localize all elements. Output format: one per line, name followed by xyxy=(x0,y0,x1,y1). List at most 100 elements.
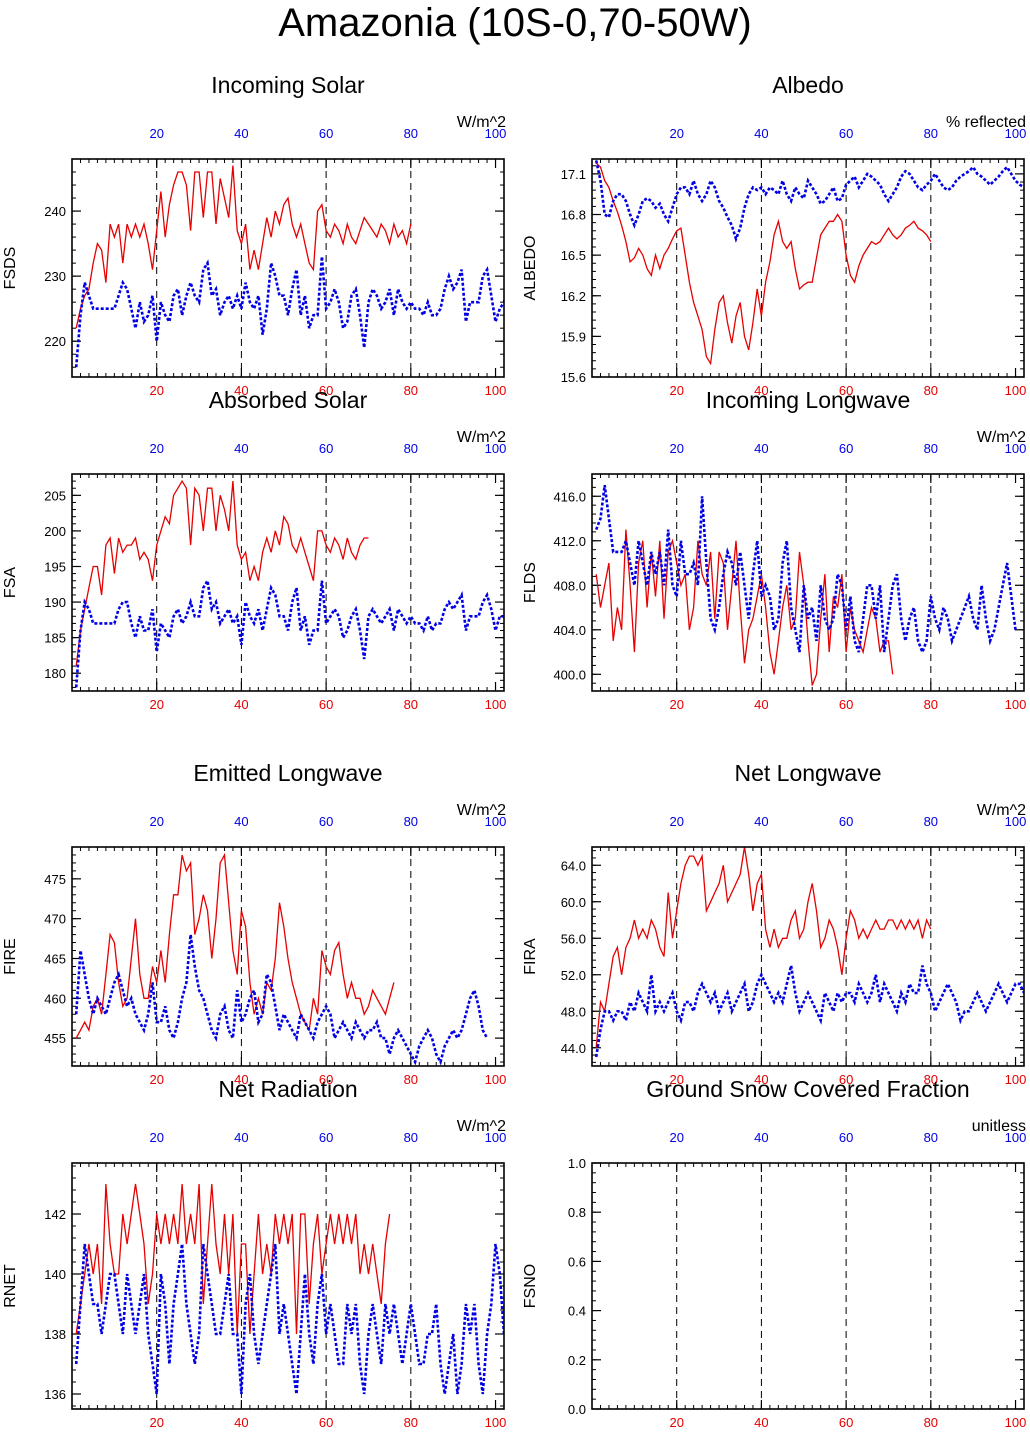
x-tick-label-bottom: 80 xyxy=(924,1072,938,1087)
x-tick-label-top: 20 xyxy=(149,814,163,829)
y-tick-label: 200 xyxy=(44,524,66,539)
x-tick-label-top: 60 xyxy=(839,814,853,829)
y-tick-label: 64.0 xyxy=(561,858,586,873)
x-tick-label-top: 80 xyxy=(404,1130,418,1145)
x-tick-label-top: 100 xyxy=(485,441,507,456)
y-tick-label: 180 xyxy=(44,666,66,681)
series-line-blue xyxy=(594,160,1024,243)
panel-title: Emitted Longwave xyxy=(193,760,382,786)
y-tick-label: 142 xyxy=(44,1207,66,1222)
x-tick-label-top: 80 xyxy=(924,814,938,829)
y-tick-label: 404.0 xyxy=(553,623,586,638)
plot-frame xyxy=(591,473,1025,692)
y-tick-label: 0.4 xyxy=(568,1304,586,1319)
x-tick-label-top: 60 xyxy=(839,126,853,141)
x-tick-label-bottom: 20 xyxy=(149,1415,163,1430)
chart-panel-fsa: Absorbed Solar W/m^2 FSA 20 40 60 80 100 20 40 60 8… xyxy=(2,387,507,712)
chart-panel-fsds: Incoming Solar W/m^2 FSDS 20 40 60 80 100 20 40 60… xyxy=(2,72,507,398)
x-tick-label-top: 100 xyxy=(1005,814,1027,829)
y-tick-label: 185 xyxy=(44,631,66,646)
units-label: W/m^2 xyxy=(457,114,506,131)
y-axis-label: FSDS xyxy=(2,247,19,290)
x-tick-label-bottom: 20 xyxy=(669,1072,683,1087)
x-tick-label-bottom: 100 xyxy=(1005,383,1027,398)
y-tick-label: 455 xyxy=(44,1031,66,1046)
x-tick-label-top: 40 xyxy=(754,1130,768,1145)
x-tick-label-top: 100 xyxy=(485,126,507,141)
x-tick-label-bottom: 40 xyxy=(754,697,768,712)
x-tick-label-top: 100 xyxy=(485,814,507,829)
panel-title: Net Radiation xyxy=(218,1076,357,1102)
x-tick-label-bottom: 80 xyxy=(404,383,418,398)
x-tick-label-bottom: 100 xyxy=(1005,697,1027,712)
series-line-blue xyxy=(594,965,1024,1058)
plot-frame xyxy=(71,158,505,378)
y-tick-label: 0.2 xyxy=(568,1353,586,1368)
y-tick-label: 138 xyxy=(44,1327,66,1342)
y-tick-label: 400.0 xyxy=(553,667,586,682)
y-tick-label: 195 xyxy=(44,559,66,574)
y-tick-label: 475 xyxy=(44,872,66,887)
y-axis-label: FIRE xyxy=(2,938,19,974)
y-tick-label: 60.0 xyxy=(561,895,586,910)
series-line-red xyxy=(75,165,412,329)
y-tick-label: 136 xyxy=(44,1387,66,1402)
plot-frame xyxy=(71,846,505,1067)
x-tick-label-top: 20 xyxy=(669,1130,683,1145)
y-tick-label: 15.6 xyxy=(561,370,586,385)
y-axis-label: FIRA xyxy=(522,938,539,975)
x-tick-label-bottom: 60 xyxy=(319,1415,333,1430)
x-tick-label-bottom: 60 xyxy=(319,697,333,712)
y-tick-label: 465 xyxy=(44,951,66,966)
y-tick-label: 16.2 xyxy=(561,289,586,304)
x-tick-label-top: 60 xyxy=(319,1130,333,1145)
plot-frame xyxy=(591,158,1025,378)
x-tick-label-top: 40 xyxy=(754,441,768,456)
y-tick-label: 16.8 xyxy=(561,208,586,223)
chart-panel-fira: Net Longwave W/m^2 FIRA 20 40 60 80 100 20 40 60 80… xyxy=(522,760,1026,1087)
x-tick-label-bottom: 20 xyxy=(149,1072,163,1087)
x-tick-label-top: 20 xyxy=(669,814,683,829)
x-tick-label-bottom: 80 xyxy=(404,1415,418,1430)
chart-panels: Incoming Solar W/m^2 FSDS 20 40 60 80 100 20 40 60… xyxy=(2,72,1027,1430)
x-tick-label-bottom: 60 xyxy=(319,383,333,398)
plot-frame xyxy=(591,1162,1025,1410)
y-tick-label: 1.0 xyxy=(568,1156,586,1171)
x-tick-label-bottom: 100 xyxy=(1005,1415,1027,1430)
y-tick-label: 16.5 xyxy=(561,248,586,263)
x-tick-label-top: 40 xyxy=(234,126,248,141)
series-line-blue xyxy=(74,576,504,688)
x-tick-label-bottom: 40 xyxy=(754,1072,768,1087)
x-tick-label-bottom: 100 xyxy=(485,697,507,712)
x-tick-label-bottom: 100 xyxy=(485,1072,507,1087)
x-tick-label-bottom: 60 xyxy=(839,1415,853,1430)
series-line-blue xyxy=(74,934,489,1066)
series-line-red xyxy=(595,847,932,1048)
y-tick-label: 416.0 xyxy=(553,489,586,504)
x-tick-label-top: 20 xyxy=(669,126,683,141)
series-line-blue xyxy=(74,1243,504,1395)
series-line-blue xyxy=(594,484,1017,656)
chart-panel-albedo: Albedo % reflected ALBEDO 20 40 60 80 100 20 40 60… xyxy=(522,72,1027,398)
x-tick-label-top: 20 xyxy=(149,1130,163,1145)
x-tick-label-top: 40 xyxy=(754,814,768,829)
x-tick-label-top: 60 xyxy=(839,441,853,456)
units-label: W/m^2 xyxy=(977,802,1026,819)
x-tick-label-top: 20 xyxy=(149,126,163,141)
y-tick-label: 44.0 xyxy=(561,1041,586,1056)
x-tick-label-top: 40 xyxy=(234,814,248,829)
x-tick-label-bottom: 20 xyxy=(149,383,163,398)
x-tick-label-bottom: 40 xyxy=(234,697,248,712)
x-tick-label-top: 40 xyxy=(234,1130,248,1145)
y-tick-label: 230 xyxy=(44,269,66,284)
panel-title: Incoming Solar xyxy=(211,72,365,98)
chart-panel-flds: Incoming Longwave W/m^2 FLDS 20 40 60 80 100 20 4… xyxy=(522,387,1026,712)
x-tick-label-top: 40 xyxy=(754,126,768,141)
x-tick-label-bottom: 40 xyxy=(234,1415,248,1430)
x-tick-label-bottom: 80 xyxy=(404,1072,418,1087)
panel-title: Net Longwave xyxy=(734,760,881,786)
series-line-red xyxy=(75,1183,391,1335)
y-tick-label: 190 xyxy=(44,595,66,610)
x-tick-label-top: 20 xyxy=(149,441,163,456)
series-line-blue xyxy=(74,256,504,368)
